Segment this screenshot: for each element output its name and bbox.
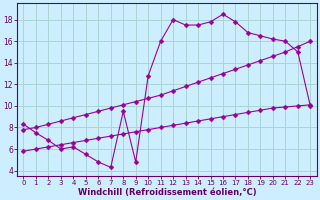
- X-axis label: Windchill (Refroidissement éolien,°C): Windchill (Refroidissement éolien,°C): [77, 188, 256, 197]
